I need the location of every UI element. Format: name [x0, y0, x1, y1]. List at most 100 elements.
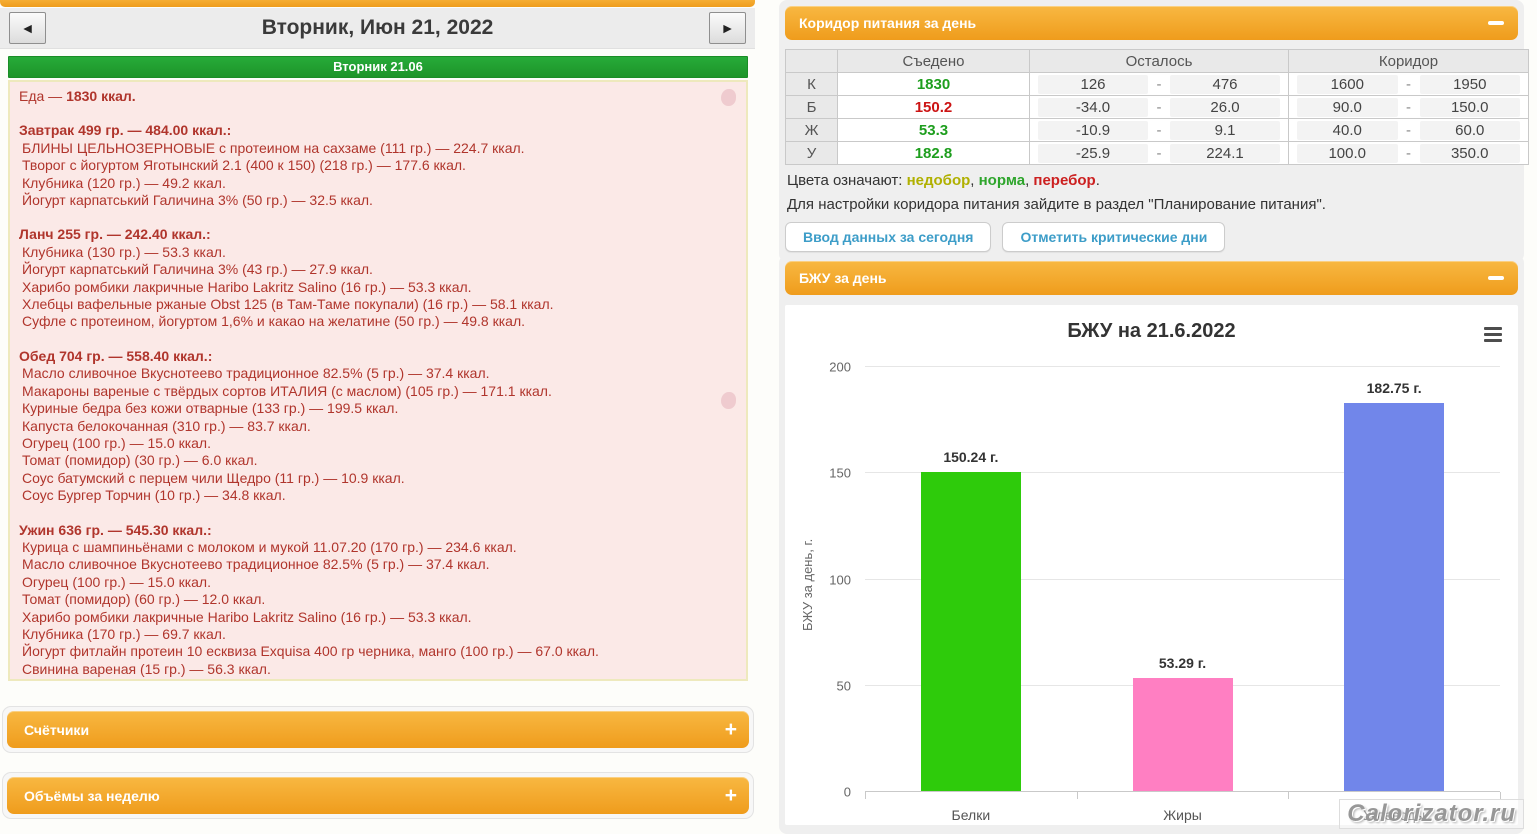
bar-value-label: 53.29 г.	[1158, 654, 1207, 671]
legend-term-недобор: недобор	[906, 172, 971, 189]
meal-item: Капуста белокочанная (310 гр.) — 83.7 кк…	[22, 417, 311, 434]
corridor-panel: Коридор питания за день Съедено Осталось…	[779, 0, 1529, 262]
bju-panel-title: БЖУ за день	[799, 270, 887, 286]
meal-item: Йогурт карпатський Галичина 3% (50 гр.) …	[22, 192, 373, 209]
bju-panel-header[interactable]: БЖУ за день	[785, 261, 1518, 295]
remaining-range: -34.0-26.0	[1029, 95, 1289, 119]
corridor-low: 1600	[1297, 74, 1398, 94]
corridor-high: 1950	[1419, 74, 1520, 94]
diary-column: ◄ Вторник, Июн 21, 2022 ► Вторник 21.06 …	[0, 0, 757, 834]
expand-icon[interactable]: +	[724, 717, 737, 741]
food-diary: Еда — 1830 ккал. Завтрак 499 гр. — 484.0…	[8, 80, 748, 681]
range-dash: -	[1406, 75, 1411, 93]
bar-value-label: 182.75 г.	[1366, 379, 1422, 396]
y-tick-label-100: 100	[829, 572, 851, 587]
counters-section: Счётчики +	[2, 706, 754, 753]
bar-Углеводы[interactable]	[1344, 402, 1445, 791]
apple-icon	[721, 89, 736, 106]
meal-item: Йогурт фитлайн протеин 10 есквиза Exquis…	[22, 643, 599, 660]
diary-summary-prefix: Еда —	[19, 88, 67, 104]
eaten-value: 1830	[837, 72, 1030, 96]
meal-item: Соус батумский с перцем чили Щедро (11 г…	[22, 469, 405, 486]
legend-term-перебор: перебор	[1033, 172, 1096, 189]
legend-term-норма: норма	[978, 172, 1026, 189]
meal-item: Соус Бургер Торчин (10 гр.) — 34.8 ккал.	[22, 487, 286, 504]
corridor-header-empty	[785, 49, 838, 73]
collapse-icon[interactable]	[1488, 276, 1504, 280]
collapsed-top-section-bar[interactable]	[0, 0, 755, 7]
diary-summary: Еда — 1830 ккал.	[19, 88, 737, 105]
corridor-legend-items: недобор, норма, перебор.	[906, 172, 1100, 189]
color-legend-prefix: Цвета означают:	[787, 172, 907, 189]
y-axis-title: БЖУ за день, г.	[800, 538, 815, 632]
corridor-high: 150.0	[1419, 97, 1520, 117]
meal-item: Масло сливочное Вкуснотеево традиционное…	[22, 365, 490, 382]
gridline-0	[865, 791, 1500, 792]
corridor-actions: Ввод данных за сегодня Отметить критичес…	[785, 222, 1518, 252]
chart-plot: 0 50 100 150 200 150.24 г. Белки 53.29 г. Жиры 18…	[829, 360, 1501, 823]
corridor-table-header-row: Съедено Осталось Коридор	[785, 49, 1529, 73]
meal-title: Ланч 255 гр. — 242.40 ккал.:	[19, 226, 211, 243]
collapse-icon[interactable]	[1488, 21, 1504, 25]
meal-title: Завтрак 499 гр. — 484.00 ккал.:	[19, 122, 232, 139]
corridor-range-wrap: 1600-1950	[1289, 73, 1528, 95]
remaining-range: 126-476	[1029, 72, 1289, 96]
bar-value-label: 150.24 г.	[943, 448, 999, 465]
range-dash: -	[1156, 98, 1162, 116]
meal-item: Курица с шампиньёнами с молоком и мукой …	[22, 538, 517, 555]
range-dash: -	[1156, 121, 1162, 139]
gridline-100	[865, 578, 1500, 580]
diary-summary-value: 1830 ккал.	[66, 88, 136, 104]
corridor-row-Ж: Ж 53.3 -10.9-9.1 40.0-60.0	[785, 118, 1529, 142]
calorizator-watermark-logo: Calorizator.ru	[1339, 799, 1524, 829]
remaining-range-wrap: -34.0-26.0	[1030, 96, 1288, 118]
chart-menu-icon[interactable]	[1484, 327, 1502, 345]
next-day-button[interactable]: ►	[709, 12, 746, 44]
corridor-row-У: У 182.8 -25.9-224.1 100.0-350.0	[785, 141, 1529, 165]
bar-Жиры[interactable]	[1132, 677, 1233, 791]
meal-item: Куриные бедра без кожи отварные (133 гр.…	[22, 400, 399, 417]
meal-item: Йогурт карпатський Галичина 3% (43 гр.) …	[22, 261, 373, 278]
meal-title: Обед 704 гр. — 558.40 ккал.:	[19, 347, 213, 364]
y-tick-label-200: 200	[829, 359, 851, 375]
remaining-range: -10.9-9.1	[1029, 118, 1289, 142]
meal-item: Харибо ромбики лакричные Haribo Lakritz …	[22, 608, 472, 625]
corridor-range: 40.0-60.0	[1288, 118, 1529, 142]
expand-icon[interactable]: +	[724, 783, 737, 807]
x-axis-label: Жиры	[1163, 807, 1202, 823]
gridline-150	[865, 472, 1500, 474]
corridor-header-eaten: Съедено	[837, 49, 1030, 73]
stats-column: Коридор питания за день Съедено Осталось…	[779, 0, 1531, 834]
meal-section-1: Ланч 255 гр. — 242.40 ккал.: Клубника (13…	[19, 226, 737, 330]
corridor-panel-header[interactable]: Коридор питания за день	[785, 6, 1518, 40]
remaining-high: 476	[1170, 74, 1280, 94]
remaining-range-wrap: -10.9-9.1	[1030, 119, 1288, 141]
chart-title: БЖУ на 21.6.2022	[1067, 320, 1236, 342]
weekly-volumes-section-header[interactable]: Объёмы за неделю +	[7, 777, 749, 814]
meal-item: Огурец (100 гр.) — 15.0 ккал.	[22, 434, 211, 451]
meal-item: БЛИНЫ ЦЕЛЬНОЗЕРНОВЫЕ с протеином на сахз…	[22, 139, 525, 156]
meal-title: Ужин 636 гр. — 545.30 ккал.:	[19, 521, 212, 538]
weekly-volumes-section-label: Объёмы за неделю	[24, 787, 160, 804]
corridor-range: 1600-1950	[1288, 72, 1529, 96]
meal-item: Клубника (130 гр.) — 53.3 ккал.	[22, 243, 226, 260]
y-tick-label-0: 0	[843, 784, 851, 800]
meal-item: Клубника (120 гр.) — 49.2 ккал.	[22, 174, 226, 191]
corridor-panel-title: Коридор питания за день	[799, 15, 977, 31]
bju-panel: БЖУ за день БЖУ на 21.6.2022 БЖУ за день…	[779, 255, 1524, 834]
bju-chart: БЖУ на 21.6.2022 БЖУ за день, г. 0 50 100 1…	[785, 305, 1518, 825]
y-tick-label-150: 150	[829, 465, 851, 481]
x-tick	[1288, 792, 1290, 799]
bar-Белки[interactable]	[920, 471, 1021, 791]
mark-critical-days-button[interactable]: Отметить критические дни	[1002, 222, 1226, 252]
remaining-high: 9.1	[1170, 120, 1280, 140]
enter-data-today-button[interactable]: Ввод данных за сегодня	[785, 222, 992, 252]
row-label: У	[785, 141, 838, 165]
counters-section-header[interactable]: Счётчики +	[7, 711, 749, 748]
remaining-range-wrap: -25.9-224.1	[1030, 142, 1288, 164]
y-tick-label-50: 50	[836, 678, 851, 694]
prev-day-button[interactable]: ◄	[9, 12, 46, 44]
corridor-range: 100.0-350.0	[1288, 141, 1529, 165]
meal-section-0: Завтрак 499 гр. — 484.00 ккал.: БЛИНЫ ЦЕЛ…	[19, 122, 737, 209]
